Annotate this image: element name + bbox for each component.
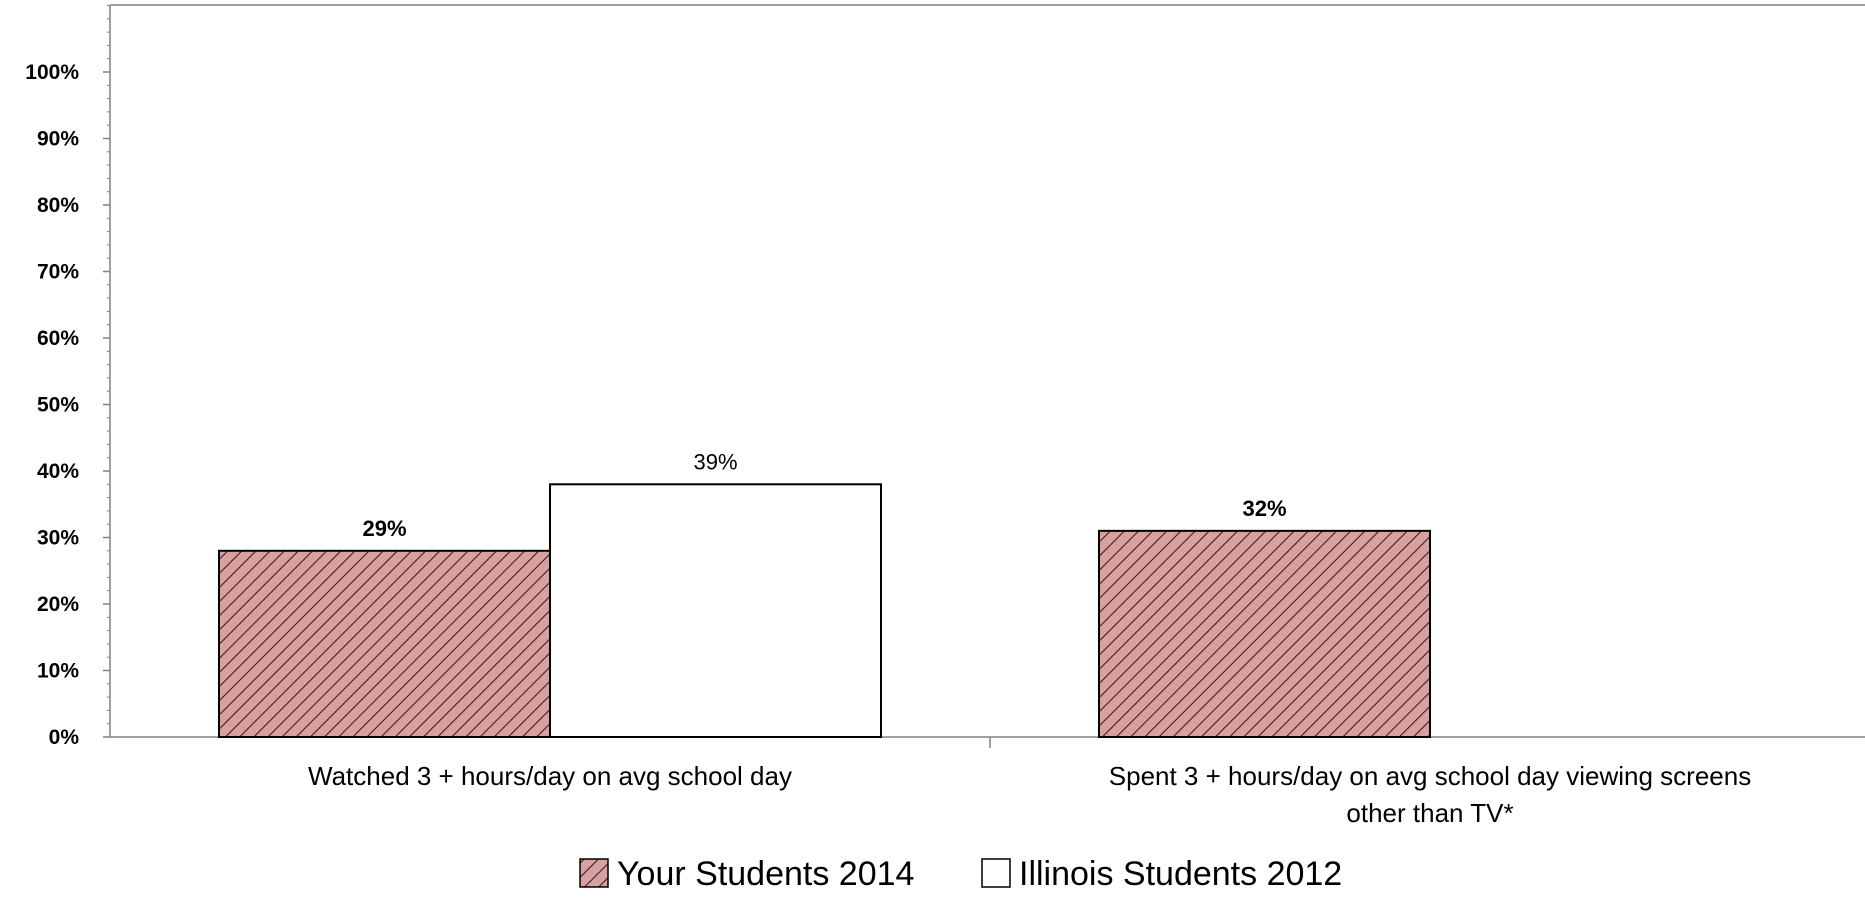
- bar: [1098, 529, 1431, 738]
- y-tick-label: 70%: [37, 261, 79, 284]
- x-category-label: other than TV*: [1346, 798, 1513, 828]
- y-tick-label: 20%: [37, 593, 79, 616]
- y-tick-label: 10%: [37, 660, 79, 683]
- y-tick-label: 100%: [25, 61, 79, 84]
- bar: [218, 549, 551, 738]
- x-category-label: Spent 3 + hours/day on avg school day vi…: [1109, 761, 1751, 791]
- legend: Your Students 2014 Illinois Students 2012: [579, 855, 1342, 893]
- y-tick-label: 90%: [37, 128, 79, 151]
- legend-swatch: [981, 858, 1011, 888]
- y-tick-label: 30%: [37, 527, 79, 550]
- y-tick-label: 50%: [37, 394, 79, 417]
- data-label: 32%: [1242, 496, 1286, 521]
- data-label: 39%: [693, 449, 737, 474]
- bar: [549, 483, 882, 738]
- x-category-label: Watched 3 + hours/day on avg school day: [308, 761, 792, 791]
- y-tick-label: 40%: [37, 460, 79, 483]
- plot-area: 0% 10% 20% 30% 40% 50% 60% 70% 80% 90% 100% 29% 32% 3…: [25, 4, 1865, 828]
- legend-swatch: [579, 858, 609, 888]
- data-label: 29%: [362, 516, 406, 541]
- y-tick-label: 0%: [49, 726, 80, 749]
- y-tick-label: 60%: [37, 327, 79, 350]
- legend-label: Illinois Students 2012: [1019, 855, 1342, 893]
- y-tick-label: 80%: [37, 194, 79, 217]
- legend-label: Your Students 2014: [617, 855, 914, 893]
